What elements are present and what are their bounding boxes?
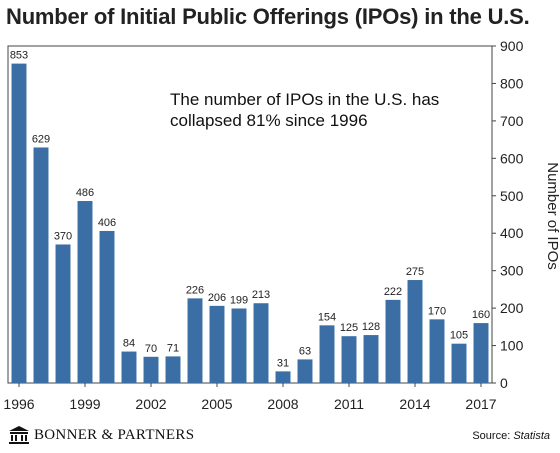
bar-2013 [385, 299, 401, 383]
source-name: Statista [513, 430, 550, 442]
x-tick-label-1996: 1996 [3, 396, 34, 412]
x-tick-label-2011: 2011 [334, 396, 364, 412]
chart-title: Number of Initial Public Offerings (IPOs… [6, 4, 530, 29]
bar-label-2003: 71 [167, 342, 179, 354]
bar-label-2008: 31 [277, 357, 289, 369]
source-prefix: Source: [472, 430, 514, 442]
bar-label-2011: 125 [340, 322, 358, 334]
bar-1999 [77, 201, 93, 383]
bar-2010 [319, 325, 335, 383]
bar-label-2013: 222 [384, 286, 402, 298]
x-tick-label-2017: 2017 [465, 396, 496, 412]
bar-label-1998: 370 [54, 230, 72, 242]
source-credit: Source: Statista [472, 430, 550, 442]
x-tick-label-2002: 2002 [135, 396, 166, 412]
bar-label-2016: 105 [450, 330, 468, 342]
bar-2008 [275, 371, 291, 383]
y-tick-label-200: 200 [500, 300, 524, 316]
bank-building-icon [9, 426, 29, 444]
bar-2017 [473, 323, 489, 383]
y-axis-label: Number of IPOs [544, 162, 560, 270]
bar-label-1996: 853 [10, 50, 28, 62]
bar-label-1999: 486 [76, 187, 94, 199]
bar-2000 [99, 230, 115, 383]
bar-2007 [253, 303, 269, 383]
y-tick-label-700: 700 [500, 113, 524, 129]
bar-label-2001: 84 [123, 338, 135, 350]
bar-label-2005: 206 [208, 292, 226, 304]
bar-label-2002: 70 [145, 343, 157, 355]
bar-label-1997: 629 [32, 133, 50, 145]
x-tick-label-2005: 2005 [201, 396, 232, 412]
y-tick-label-400: 400 [500, 225, 524, 241]
bar-label-2000: 406 [98, 217, 116, 229]
bar-1996 [11, 63, 27, 383]
x-tick-label-2008: 2008 [267, 396, 298, 412]
y-tick-label-900: 900 [500, 38, 524, 54]
plot-border [7, 45, 493, 384]
y-tick-label-100: 100 [500, 338, 524, 354]
bar-1998 [55, 244, 71, 383]
x-tick-label-1999: 1999 [69, 396, 100, 412]
bar-label-2014: 275 [406, 266, 424, 278]
bar-2005 [209, 305, 225, 383]
footer-logo: BONNER & PARTNERS [8, 425, 194, 445]
bar-label-2004: 226 [186, 284, 204, 296]
bar-2003 [165, 356, 181, 383]
bar-label-2015: 170 [428, 305, 446, 317]
bar-2015 [429, 319, 445, 383]
y-tick-label-600: 600 [500, 150, 524, 166]
bar-2012 [363, 335, 379, 383]
y-tick-label-800: 800 [500, 75, 524, 91]
bar-label-2012: 128 [362, 321, 380, 333]
bar-label-2007: 213 [252, 289, 270, 301]
bar-2002 [143, 356, 159, 383]
bar-2009 [297, 359, 313, 383]
bar-1997 [33, 147, 49, 383]
bar-2001 [121, 351, 137, 383]
annotation-line-1: The number of IPOs in the U.S. has [170, 90, 439, 109]
y-tick-label-0: 0 [500, 375, 508, 391]
bar-2006 [231, 308, 247, 383]
bar-label-2017: 160 [472, 309, 490, 321]
bar-label-2006: 199 [230, 294, 248, 306]
y-tick-labels-group: 0 100 200 300 400 500 600 700 800 900 [492, 38, 524, 391]
bar-2016 [451, 343, 467, 383]
bar-2004 [187, 298, 203, 383]
bar-2011 [341, 336, 357, 383]
plot-frame [7, 45, 493, 384]
x-tick-label-2014: 2014 [399, 396, 430, 412]
bar-label-2010: 154 [318, 311, 336, 323]
annotation-line-2: collapsed 81% since 1996 [170, 111, 368, 130]
x-tick-labels-group: 1996 1999 2002 2005 2008 2011 2014 2017 [3, 383, 497, 412]
y-tick-label-500: 500 [500, 188, 524, 204]
brand-name: BONNER & PARTNERS [34, 426, 195, 443]
bar-label-2009: 63 [299, 345, 311, 357]
bars-group [11, 63, 489, 383]
y-tick-label-300: 300 [500, 263, 524, 279]
bar-labels-group: 853 629 370 486 406 84 70 71 226 206 199 213 31 63 154… [10, 50, 490, 370]
bar-2014 [407, 280, 423, 383]
